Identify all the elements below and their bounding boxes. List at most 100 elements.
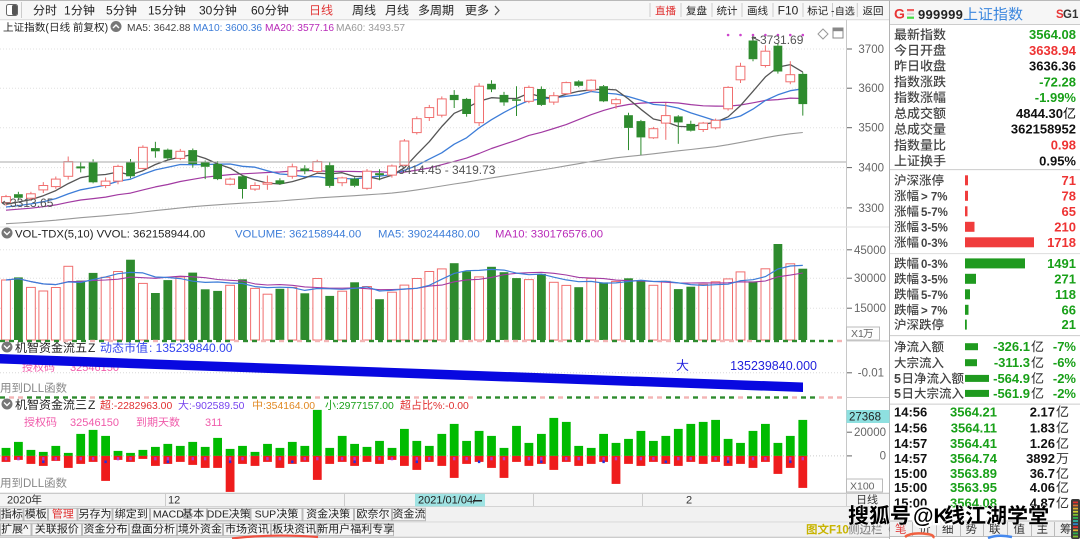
svg-text:20000: 20000 xyxy=(854,427,886,439)
svg-text:-7%: -7% xyxy=(1053,339,1077,354)
svg-text:-564.9: -564.9 xyxy=(993,371,1030,386)
svg-text:3500: 3500 xyxy=(858,123,884,135)
svg-text:VOLUME: 362158944.00: VOLUME: 362158944.00 xyxy=(235,229,361,241)
svg-text:5-7%: 5-7% xyxy=(921,290,948,302)
svg-text:MA10: 330176576.00: MA10: 330176576.00 xyxy=(495,229,603,241)
svg-text:32546150: 32546150 xyxy=(70,417,119,429)
svg-text:1491: 1491 xyxy=(1047,256,1076,271)
svg-text:3564.41: 3564.41 xyxy=(950,436,997,451)
svg-text:210: 210 xyxy=(1054,219,1076,234)
svg-text:1.26: 1.26 xyxy=(1030,436,1055,451)
svg-text:3313.65: 3313.65 xyxy=(10,196,54,210)
svg-text:%:-0.00: %:-0.00 xyxy=(433,401,469,412)
svg-text:15:00: 15:00 xyxy=(894,466,927,481)
svg-text:3414.45 - 3419.73: 3414.45 - 3419.73 xyxy=(398,163,496,177)
svg-text:5: 5 xyxy=(894,387,901,401)
svg-text:-6%: -6% xyxy=(1053,355,1077,370)
svg-text:30: 30 xyxy=(199,4,213,18)
svg-text:4.87: 4.87 xyxy=(1030,496,1055,511)
svg-text:> 7%: > 7% xyxy=(921,305,948,317)
svg-text::2977157.00: :2977157.00 xyxy=(336,401,394,412)
svg-text:-2%: -2% xyxy=(1053,386,1077,401)
svg-text:2020: 2020 xyxy=(7,495,31,507)
svg-text:S: S xyxy=(1056,9,1064,21)
svg-text:1: 1 xyxy=(64,4,71,18)
svg-text:-0.01: -0.01 xyxy=(858,368,884,380)
svg-text:X100: X100 xyxy=(850,481,875,493)
svg-text:: 135239840.00: : 135239840.00 xyxy=(149,341,233,355)
svg-text:118: 118 xyxy=(1055,287,1076,302)
svg-text:-72.28: -72.28 xyxy=(1039,74,1076,89)
svg-text:15: 15 xyxy=(148,4,162,18)
svg-text:3731.69: 3731.69 xyxy=(760,33,804,47)
svg-text:135239840.000: 135239840.000 xyxy=(730,359,817,373)
svg-text:4844.30: 4844.30 xyxy=(1016,106,1063,121)
svg-text:27368: 27368 xyxy=(849,412,881,424)
svg-text:-1.99%: -1.99% xyxy=(1035,90,1077,105)
svg-text:311: 311 xyxy=(205,417,223,429)
svg-text:1718: 1718 xyxy=(1047,235,1076,250)
svg-text:-2%: -2% xyxy=(1053,371,1077,386)
svg-text:3892: 3892 xyxy=(1026,451,1055,466)
svg-text:MA60: 3493.57: MA60: 3493.57 xyxy=(336,23,405,34)
svg-text:2: 2 xyxy=(686,495,692,507)
svg-text:-561.9: -561.9 xyxy=(993,386,1030,401)
svg-text:DDE: DDE xyxy=(207,509,229,521)
svg-text:3700: 3700 xyxy=(858,44,884,56)
svg-text:3300: 3300 xyxy=(858,203,884,215)
svg-text:3600: 3600 xyxy=(858,83,884,95)
svg-text:MA5: 3642.88: MA5: 3642.88 xyxy=(127,23,191,34)
svg-text:3564.11: 3564.11 xyxy=(951,420,997,435)
svg-text:MA10: 3600.36: MA10: 3600.36 xyxy=(193,23,262,34)
svg-text:15:00: 15:00 xyxy=(894,480,927,495)
svg-text:@K: @K xyxy=(913,505,949,528)
svg-text:3-5%: 3-5% xyxy=(921,274,948,286)
svg-text:-326.1: -326.1 xyxy=(993,339,1030,354)
svg-text:F10: F10 xyxy=(829,525,849,537)
svg-text:3636.36: 3636.36 xyxy=(1029,59,1076,74)
svg-text:3400: 3400 xyxy=(858,163,884,175)
svg-text:0-3%: 0-3% xyxy=(921,238,948,250)
svg-text:MA20: 3577.16: MA20: 3577.16 xyxy=(265,23,334,34)
svg-text:5: 5 xyxy=(894,372,901,386)
svg-text::-902589.50: :-902589.50 xyxy=(189,401,245,412)
svg-text:3563.89: 3563.89 xyxy=(950,466,997,481)
svg-text:G: G xyxy=(894,6,905,22)
svg-text:65: 65 xyxy=(1062,204,1076,219)
svg-text:12: 12 xyxy=(168,495,180,507)
svg-text:14:56: 14:56 xyxy=(894,404,927,419)
svg-text:60: 60 xyxy=(251,4,265,18)
svg-text:Z: Z xyxy=(88,398,95,412)
svg-text:0-3%: 0-3% xyxy=(921,259,948,271)
svg-text:271: 271 xyxy=(1054,271,1076,286)
svg-text:36.7: 36.7 xyxy=(1030,466,1055,481)
svg-text:5: 5 xyxy=(106,4,113,18)
svg-text:45000: 45000 xyxy=(854,245,886,257)
svg-text:15000: 15000 xyxy=(854,303,886,315)
svg-text:3564.74: 3564.74 xyxy=(950,451,998,466)
svg-text:14:57: 14:57 xyxy=(894,436,927,451)
svg-text:0.95%: 0.95% xyxy=(1039,153,1076,168)
svg-text::354164.00: :354164.00 xyxy=(263,401,315,412)
svg-text:DLL: DLL xyxy=(23,478,45,490)
svg-text:X1: X1 xyxy=(851,328,864,340)
svg-text:2021/01/04/: 2021/01/04/ xyxy=(418,495,477,507)
svg-text:999999: 999999 xyxy=(918,7,963,22)
svg-text:3-5%: 3-5% xyxy=(921,222,948,234)
svg-text:Z: Z xyxy=(88,341,95,355)
svg-text:21: 21 xyxy=(1062,317,1076,332)
svg-text:362158952: 362158952 xyxy=(1011,122,1076,137)
svg-text::-2282963.00: :-2282963.00 xyxy=(111,401,172,412)
svg-text:3638.94: 3638.94 xyxy=(1029,43,1077,58)
svg-text:3564.21: 3564.21 xyxy=(950,404,997,419)
svg-text:3564.08: 3564.08 xyxy=(1029,27,1076,42)
svg-text:4.06: 4.06 xyxy=(1030,480,1055,495)
svg-text:-: - xyxy=(831,6,835,18)
svg-text:14:56: 14:56 xyxy=(894,420,927,435)
svg-text:3563.95: 3563.95 xyxy=(950,480,997,495)
svg-text:SUP: SUP xyxy=(255,509,277,521)
svg-text:66: 66 xyxy=(1062,302,1076,317)
svg-text:(: ( xyxy=(45,22,49,34)
svg-text:30000: 30000 xyxy=(854,273,886,285)
svg-text:78: 78 xyxy=(1062,188,1076,203)
